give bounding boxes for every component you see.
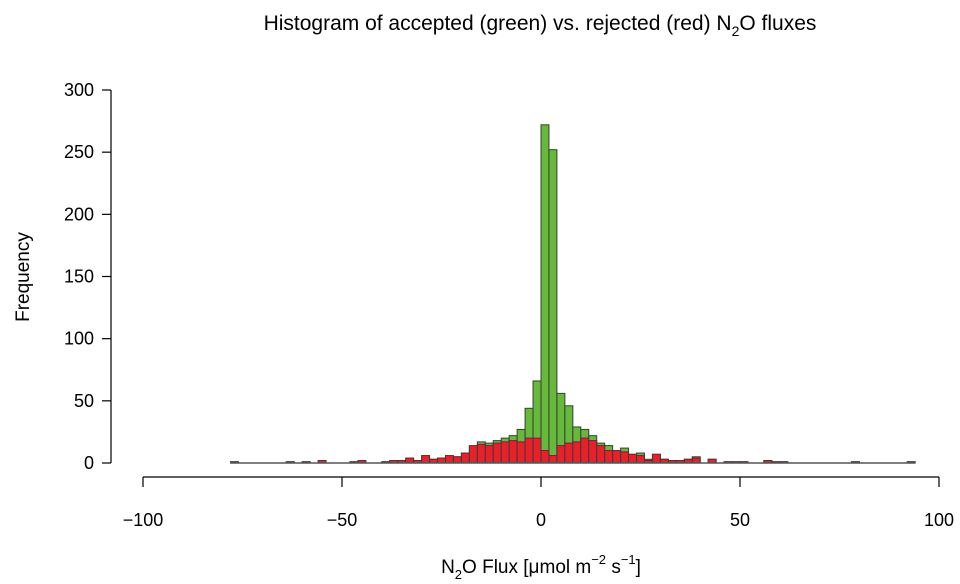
rejected-bar xyxy=(532,437,542,464)
y-tick-label: 150 xyxy=(64,267,94,287)
rejected-bar xyxy=(484,445,494,464)
rejected-bar xyxy=(524,437,534,464)
rejected-bar xyxy=(468,445,478,464)
rejected-bar xyxy=(596,445,606,464)
x-tick-label: −50 xyxy=(327,510,358,530)
x-tick-label: −100 xyxy=(123,510,164,530)
chart-title: Histogram of accepted (green) vs. reject… xyxy=(264,12,817,39)
y-tick-label: 300 xyxy=(64,80,94,100)
histogram-bars xyxy=(230,124,916,464)
rejected-bar xyxy=(452,456,462,464)
rejected-bar xyxy=(548,455,558,464)
rejected-bar xyxy=(564,442,574,464)
rejected-series xyxy=(230,437,916,464)
y-axis: 0 50 100 150 200 250 300 xyxy=(64,80,112,473)
x-axis: −100 −50 0 50 100 xyxy=(123,476,954,530)
rejected-bar xyxy=(636,455,645,464)
accepted-series xyxy=(230,124,916,464)
rejected-bar xyxy=(444,455,454,464)
rejected-bar xyxy=(651,453,661,464)
rejected-bar xyxy=(492,442,502,464)
x-tick-label: 100 xyxy=(924,510,954,530)
rejected-bar xyxy=(620,451,630,464)
rejected-bar xyxy=(588,440,598,464)
rejected-bar xyxy=(500,441,510,464)
rejected-bar xyxy=(540,450,550,464)
y-tick-label: 100 xyxy=(64,329,94,349)
rejected-bar xyxy=(476,443,486,464)
rejected-bar xyxy=(516,441,526,464)
x-tick-label: 0 xyxy=(536,510,546,530)
accepted-bar xyxy=(548,149,558,464)
rejected-bar xyxy=(580,437,590,464)
y-axis-label: Frequency xyxy=(13,232,34,322)
rejected-bar xyxy=(604,450,614,464)
x-tick-label: 50 xyxy=(730,510,750,530)
y-tick-label: 0 xyxy=(84,453,94,473)
y-tick-label: 250 xyxy=(64,142,94,162)
x-axis-label: N2O Flux [μmol m−2 s−1] xyxy=(441,552,641,579)
accepted-bar xyxy=(540,124,550,464)
rejected-bar xyxy=(556,445,566,464)
rejected-bar xyxy=(460,452,470,464)
y-tick-label: 200 xyxy=(64,204,94,224)
y-tick-label: 50 xyxy=(74,391,94,411)
rejected-bar xyxy=(628,453,638,464)
rejected-bar xyxy=(508,440,518,464)
rejected-bar xyxy=(421,455,431,464)
rejected-bar xyxy=(572,441,582,464)
rejected-bar xyxy=(612,450,622,464)
